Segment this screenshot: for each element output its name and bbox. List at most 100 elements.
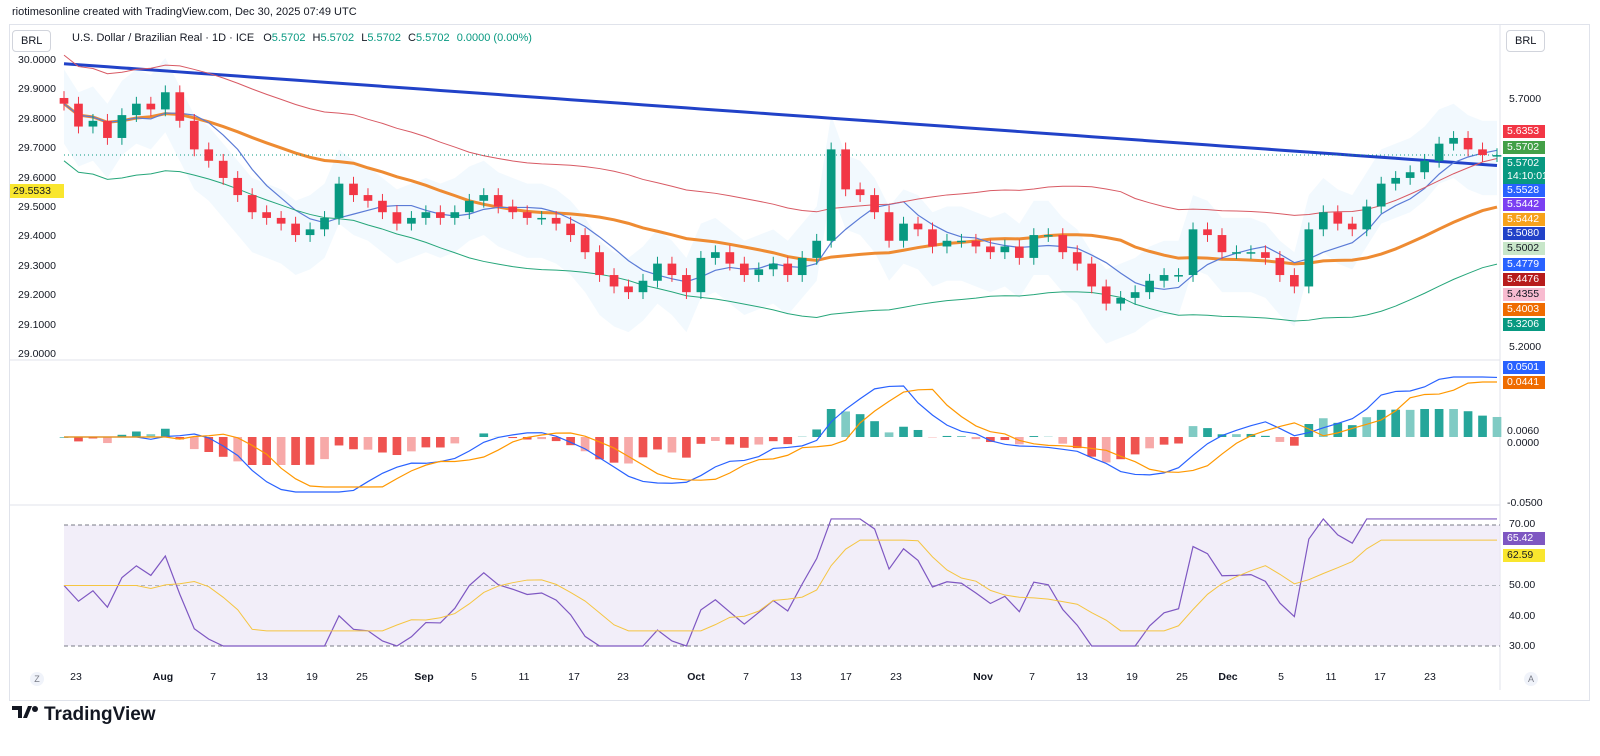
macd-histogram-bar (609, 437, 619, 463)
candle-body (711, 252, 720, 258)
time-axis-tick: 7 (210, 671, 216, 683)
open-value: 5.5702 (271, 32, 306, 44)
price-tag: 5.3206 (1503, 318, 1545, 331)
candle-body (595, 252, 604, 276)
candle-body (204, 149, 214, 161)
countdown-timer: 14:10:01 (1503, 170, 1548, 183)
high-label: H (312, 32, 321, 44)
macd-histogram-bar (739, 437, 749, 448)
candle-body (754, 269, 764, 276)
macd-histogram-bar (1290, 437, 1299, 446)
right-axis-tick: 5.2000 (1509, 341, 1542, 353)
macd-histogram-bar (971, 437, 981, 440)
rsi-tag: 62.59 (1503, 549, 1545, 562)
macd-histogram-bar (117, 434, 127, 437)
macd-histogram-bar (682, 437, 691, 458)
tradingview-brand: TradingView (12, 704, 156, 726)
open-label: O (263, 32, 272, 44)
time-axis-tick: Oct (687, 671, 705, 683)
currency-button-left[interactable]: BRL (12, 30, 52, 52)
macd-histogram-bar (1087, 437, 1097, 457)
candle-body (957, 240, 966, 243)
time-axis-tick: 25 (1176, 671, 1188, 683)
candle-body (218, 160, 228, 178)
candle-body (783, 263, 793, 276)
candle-body (262, 212, 271, 218)
macd-histogram-bar (826, 409, 836, 437)
macd-histogram-bar (754, 437, 764, 445)
macd-histogram-bar (1058, 437, 1068, 444)
macd-histogram-bar (1463, 411, 1473, 437)
left-axis-tick: 29.0000 (18, 348, 56, 360)
candle-body (797, 257, 807, 276)
currency-button-right[interactable]: BRL (1506, 30, 1546, 52)
time-axis-tick: 11 (1325, 671, 1337, 683)
left-axis-tick: 29.2000 (18, 289, 56, 302)
time-axis-tick: Dec (1218, 671, 1238, 683)
log-scale-toggle[interactable]: Z (30, 672, 44, 686)
candle-body (233, 177, 243, 196)
macd-histogram-bar (291, 437, 300, 465)
macd-histogram-bar (479, 433, 489, 437)
candle-body (1405, 172, 1415, 178)
candle-body (638, 280, 648, 293)
macd-histogram-bar (957, 436, 966, 437)
macd-histogram-bar (812, 429, 822, 437)
macd-histogram-bar (624, 437, 633, 464)
macd-histogram-bar (1434, 409, 1444, 437)
left-axis-tick: 29.7000 (18, 142, 56, 155)
candle-body (1043, 235, 1053, 237)
candle-body (928, 229, 937, 247)
macd-histogram-bar (1000, 437, 1010, 441)
candle-body (1449, 137, 1458, 144)
candle-body (117, 115, 127, 138)
candle-body (1478, 149, 1487, 156)
rsi-axis-tick: 70.00 (1509, 518, 1536, 530)
time-axis-tick: 11 (518, 671, 530, 683)
candle-body (1029, 235, 1039, 258)
macd-histogram-bar (1405, 409, 1415, 437)
candle-body (1159, 275, 1169, 281)
macd-histogram-bar (1492, 416, 1502, 437)
time-axis-tick: 7 (743, 671, 749, 683)
macd-histogram-bar (696, 437, 706, 444)
candle-body (1116, 297, 1125, 304)
candle-body (1000, 246, 1010, 253)
macd-histogram-bar (1130, 437, 1140, 455)
price-tag: 5.5080 (1503, 227, 1545, 240)
close-value: 5.5702 (415, 32, 450, 44)
rsi-tag: 65.42 (1503, 532, 1545, 545)
candle-body (1434, 143, 1444, 161)
candle-body (320, 217, 329, 230)
candle-body (522, 212, 532, 218)
price-tag: 5.5442 (1503, 198, 1545, 211)
rsi-axis-tick: 50.00 (1509, 579, 1536, 591)
macd-histogram-bar (566, 437, 575, 446)
macd-histogram-bar (1145, 437, 1154, 449)
macd-histogram-bar (1072, 437, 1082, 449)
candle-body (1261, 252, 1270, 258)
macd-histogram-bar (653, 437, 662, 450)
price-tag: 5.4355 (1503, 288, 1545, 301)
macd-histogram-bar (88, 437, 98, 439)
rsi-ma-line (64, 539, 1497, 632)
candle-body (132, 103, 141, 116)
macd-histogram-bar (378, 437, 387, 453)
candle-body (667, 263, 677, 276)
candle-body (537, 217, 547, 220)
macd-histogram-bar (160, 428, 170, 437)
time-axis-tick: Nov (973, 671, 993, 683)
macd-histogram-bar (349, 437, 358, 450)
auto-scale-toggle[interactable]: A (1524, 672, 1538, 686)
macd-line (64, 376, 1498, 493)
time-axis-tick: Sep (414, 671, 434, 683)
candle-body (682, 275, 691, 293)
macd-histogram-bar (103, 437, 112, 444)
macd-histogram-bar (1116, 437, 1125, 460)
time-axis-tick: 13 (790, 671, 802, 683)
candle-body (1318, 212, 1328, 230)
macd-histogram-bar (595, 437, 604, 460)
candle-body (609, 275, 619, 287)
macd-histogram-bar (638, 437, 648, 458)
